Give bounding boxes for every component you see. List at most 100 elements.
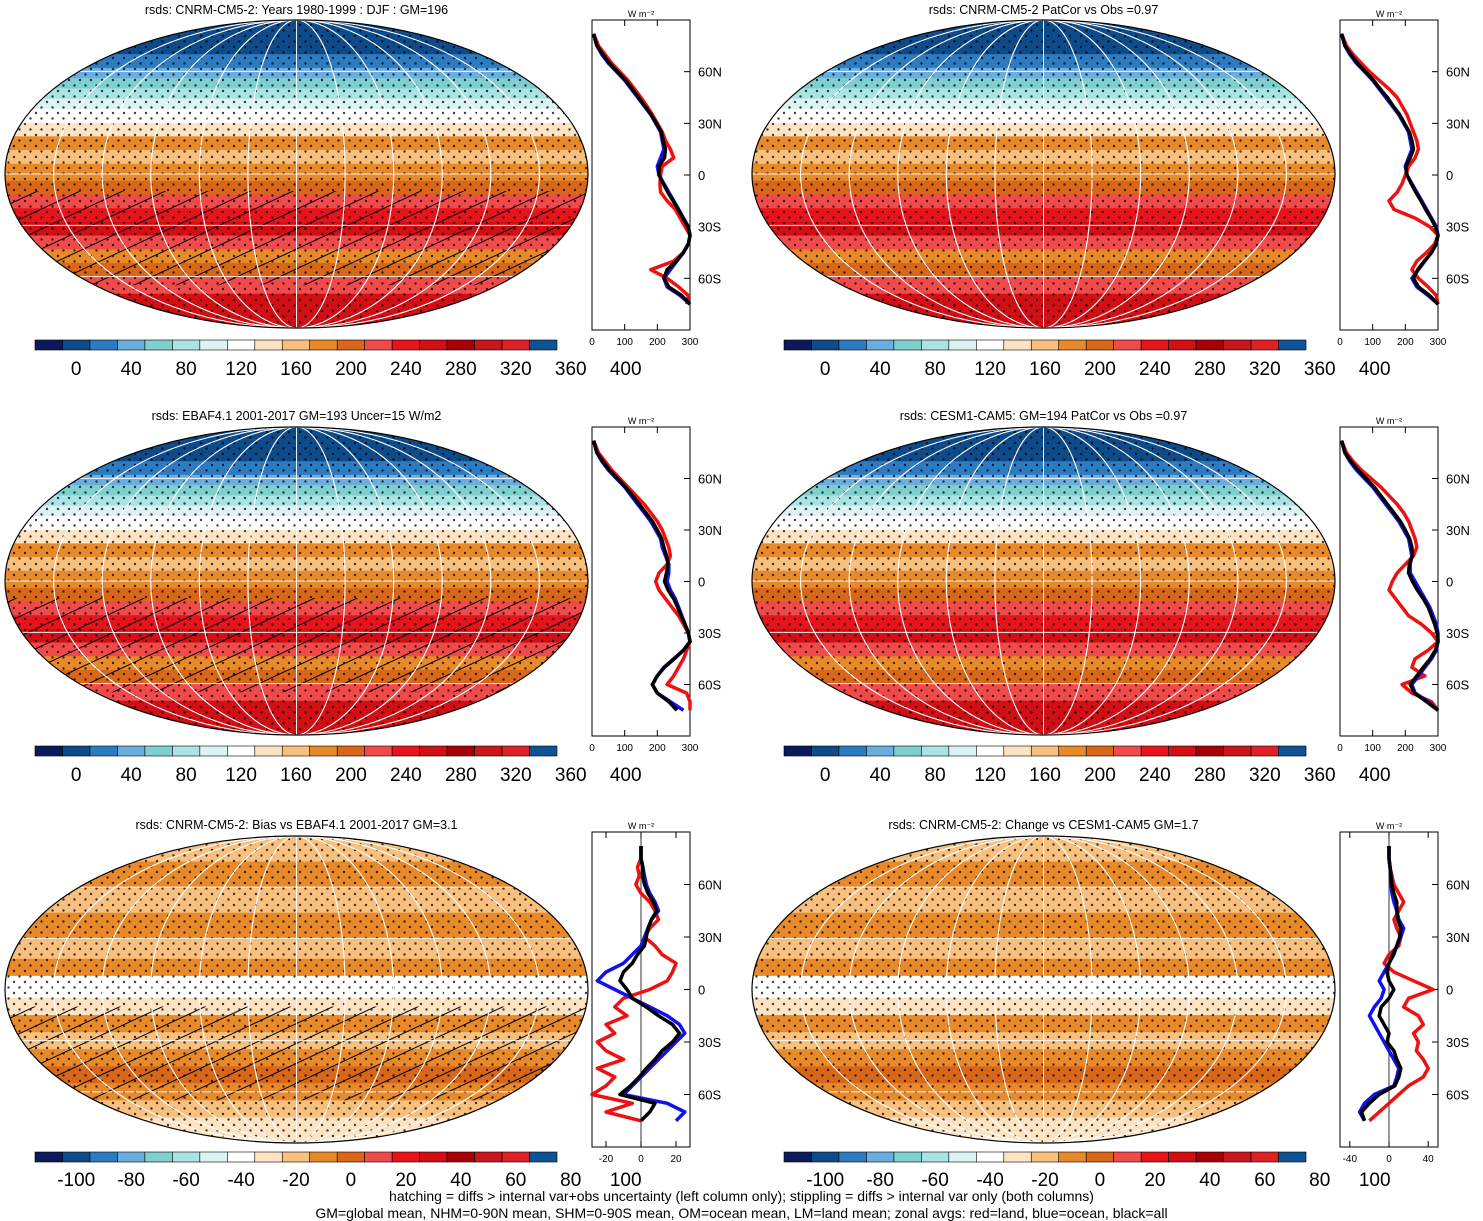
x-tick-label: 100 [1364, 743, 1381, 754]
colorbar-swatch [89, 339, 118, 351]
colorbar-label: 40 [870, 765, 891, 786]
colorbar-swatch [1140, 745, 1169, 757]
lat-tick-label: 60S [698, 678, 721, 693]
colorbar-label: -80 [866, 1170, 893, 1191]
zonal-mean-plot: W m⁻² 60N 30N 0 30S 60S 0 100 200 300 [589, 9, 722, 348]
graticule-meridian [150, 20, 443, 328]
colorbar-swatch [976, 339, 1005, 351]
zonal-frame [591, 19, 691, 331]
colorbar-swatch [529, 1151, 558, 1163]
colorbar-swatch [783, 745, 812, 757]
colorbar-label: 360 [555, 765, 587, 786]
colorbar-swatch [227, 745, 256, 757]
colorbar-swatch [89, 745, 118, 757]
colorbar-swatch [199, 745, 228, 757]
colorbar-label: 200 [1084, 359, 1116, 380]
lat-tick-label: 60S [698, 1088, 721, 1103]
colorbar-label: -60 [172, 1170, 199, 1191]
lat-tick-label: 30S [698, 626, 721, 641]
x-tick-label: -40 [1343, 1154, 1358, 1165]
x-tick-label: 300 [1430, 743, 1447, 754]
x-tick-label: 200 [1397, 743, 1414, 754]
colorbar-label: 240 [1139, 359, 1171, 380]
colorbar-swatch [336, 339, 365, 351]
x-tick-label: 100 [1364, 337, 1381, 348]
colorbar-swatch [117, 745, 146, 757]
x-tick-label: 100 [616, 337, 633, 348]
graticule-meridian [247, 427, 346, 735]
colorbar-swatch [1113, 745, 1142, 757]
colorbar-swatch [783, 1151, 812, 1163]
colorbar-swatch [446, 1151, 475, 1163]
map-outline [751, 19, 1336, 329]
graticule-meridian [848, 427, 1239, 735]
x-tick-label: 300 [1430, 337, 1447, 348]
lat-tick-label: 30S [698, 1035, 721, 1050]
panel-title: rsds: CNRM-CM5-2: Change vs CESM1-CAM5 G… [888, 818, 1198, 832]
zonal-mean-plot: W m⁻² 60N 30N 0 30S 60S 0 100 200 300 [1337, 9, 1470, 348]
graticule-meridian [800, 427, 1287, 735]
colorbar-label: 200 [335, 359, 367, 380]
colorbar-label: 200 [335, 765, 367, 786]
lat-tick-label: 30S [1446, 1035, 1469, 1050]
colorbar-swatch [811, 745, 840, 757]
colorbar-label: 0 [820, 359, 831, 380]
colorbar-label: -100 [806, 1170, 844, 1191]
panel-3: rsds: EBAF4.1 2001-2017 GM=193 Uncer=15 … [4, 409, 722, 754]
colorbar-label: -60 [921, 1170, 948, 1191]
lat-tick-label: 60S [1446, 271, 1469, 286]
units-label: W m⁻² [628, 9, 654, 19]
colorbar-label: 200 [1084, 765, 1116, 786]
units-label: W m⁻² [628, 416, 654, 426]
colorbar-swatch [1085, 339, 1114, 351]
lat-tick-label: 30S [1446, 626, 1469, 641]
colorbar-swatch [309, 339, 338, 351]
x-tick-label: 0 [1337, 743, 1343, 754]
colorbar-swatch [1113, 339, 1142, 351]
panel-title: rsds: EBAF4.1 2001-2017 GM=193 Uncer=15 … [152, 409, 442, 423]
zonal-mean-plot: W m⁻² 60N 30N 0 30S 60S -20 0 20 [590, 821, 722, 1165]
x-tick-label: 200 [1397, 337, 1414, 348]
zonal-line-ocean [1357, 846, 1406, 1122]
colorbar-label: -40 [227, 1170, 254, 1191]
lat-tick-label: 0 [1446, 575, 1453, 590]
colorbar-swatch [1085, 745, 1114, 757]
colorbar-label: 100 [610, 1170, 642, 1191]
colorbar-label: 40 [121, 765, 142, 786]
graticule-meridian [945, 20, 1142, 328]
lat-tick-label: 30N [698, 116, 722, 131]
lat-tick-label: 30N [698, 523, 722, 538]
colorbar-swatch [117, 1151, 146, 1163]
x-tick-label: 200 [649, 337, 666, 348]
x-tick-label: 0 [638, 1154, 644, 1165]
colorbar-swatch [117, 339, 146, 351]
colorbar-swatch [281, 1151, 311, 1163]
colorbar-swatch [89, 1151, 118, 1163]
colorbar-label: 160 [1029, 765, 1061, 786]
lat-tick-label: 0 [698, 983, 705, 998]
colorbar-swatch [1030, 339, 1060, 351]
colorbar-swatch [1223, 745, 1252, 757]
colorbar-swatch [1195, 1151, 1224, 1163]
colorbar-label: 320 [1249, 765, 1281, 786]
x-tick-label: 300 [682, 337, 699, 348]
colorbar-swatch [783, 339, 812, 351]
colorbar-label: 40 [121, 359, 142, 380]
colorbar-label: 400 [610, 359, 642, 380]
graticule-meridian [198, 427, 395, 735]
colorbar-swatch [1223, 1151, 1252, 1163]
colorbar-swatch [529, 339, 558, 351]
colorbar-swatch [501, 339, 530, 351]
colorbar-swatch [1058, 1151, 1087, 1163]
lat-tick-label: 60S [698, 271, 721, 286]
colorbar-label: 0 [820, 765, 831, 786]
colorbar-swatch [199, 1151, 228, 1163]
zonal-mean-plot: W m⁻² 60N 30N 0 30S 60S -40 0 40 [1339, 821, 1470, 1165]
colorbar-swatch [921, 339, 950, 351]
colorbar-label: 280 [1194, 765, 1226, 786]
colorbar-swatch [948, 339, 977, 351]
colorbar-swatch [34, 339, 63, 351]
zonal-frame [1339, 426, 1439, 737]
colorbar-swatch [62, 745, 91, 757]
